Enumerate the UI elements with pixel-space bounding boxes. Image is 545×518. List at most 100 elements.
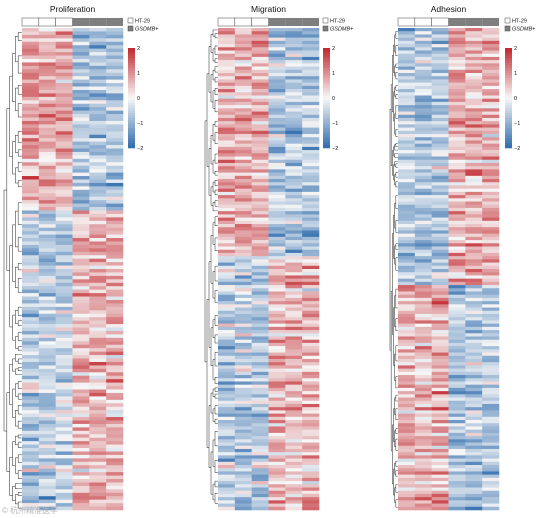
heatmap-cell	[465, 146, 483, 151]
colorbar-tick-label: 1	[332, 71, 335, 77]
heatmap-cell	[251, 240, 269, 244]
heatmap-cell	[465, 384, 483, 389]
heatmap-cell	[38, 368, 56, 373]
heatmap-cell	[55, 423, 73, 428]
heatmap-cell	[431, 134, 449, 138]
heatmap-cell	[302, 265, 320, 270]
heatmap-cell	[55, 375, 73, 380]
heatmap-cell	[55, 296, 73, 301]
heatmap-cell	[251, 150, 269, 154]
heatmap-cell	[285, 426, 303, 430]
heatmap-cell	[234, 339, 252, 344]
heatmap-cell	[448, 371, 466, 376]
heatmap-cell	[285, 342, 303, 347]
heatmap-cell	[268, 179, 286, 183]
heatmap-cell	[465, 381, 483, 385]
heatmap-cell	[431, 50, 449, 54]
heatmap-cell	[431, 416, 449, 421]
heatmap-cell	[55, 468, 73, 473]
heatmap-cell	[285, 246, 303, 251]
heatmap-cell	[448, 304, 466, 308]
heatmap-cell	[89, 269, 107, 273]
heatmap-cell	[268, 169, 286, 173]
heatmap-cell	[482, 506, 500, 511]
heatmap-cell	[482, 394, 500, 398]
heatmap-cell	[465, 262, 483, 267]
heatmap-cell	[268, 230, 286, 234]
heatmap-cell	[431, 281, 449, 286]
heatmap-cell	[234, 240, 252, 244]
heatmap-cell	[414, 262, 432, 267]
heatmap-cell	[268, 497, 286, 501]
heatmap-cell	[22, 417, 40, 421]
heatmap-cell	[268, 420, 286, 424]
colorbar: 210−1−2	[128, 46, 143, 152]
heatmap-cell	[22, 348, 40, 352]
heatmap-cell	[22, 365, 40, 370]
heatmap-cell	[482, 240, 500, 244]
heatmap-cell	[398, 474, 416, 479]
colorbar-step	[128, 83, 135, 86]
heatmap-cell	[72, 238, 90, 242]
heatmap-cell	[234, 426, 252, 430]
heatmap-cell	[22, 341, 40, 346]
heatmap-cell	[55, 341, 73, 346]
heatmap-cell	[251, 60, 269, 64]
group-bar-cell	[251, 17, 269, 27]
heatmap-cell	[414, 484, 432, 488]
colorbar-step	[128, 80, 135, 84]
heatmap-cell	[285, 236, 303, 241]
heatmap-cell	[285, 191, 303, 196]
heatmap-cell	[38, 158, 56, 163]
heatmap-cell	[398, 169, 416, 173]
heatmap-cell	[234, 362, 252, 366]
heatmap-cell	[448, 362, 466, 366]
heatmap-cell	[72, 179, 90, 184]
heatmap-cell	[398, 217, 416, 222]
heatmap-cell	[72, 269, 90, 273]
heatmap-cell	[38, 234, 56, 239]
heatmap-cell	[251, 275, 269, 279]
heatmap-cell	[89, 193, 107, 197]
heatmap-cell	[55, 213, 73, 218]
heatmap-cell	[482, 490, 500, 495]
heatmap-cell	[302, 82, 320, 87]
heatmap-cell	[482, 172, 500, 177]
heatmap-cell	[251, 195, 269, 199]
heatmap-cell	[72, 151, 90, 156]
heatmap-cell	[431, 34, 449, 38]
heatmap-cell	[302, 150, 320, 154]
colorbar-step	[323, 140, 330, 144]
heatmap-cell	[234, 333, 252, 337]
heatmap-cell	[251, 493, 269, 498]
heatmap-cell	[268, 108, 286, 112]
heatmap-cell	[431, 307, 449, 312]
heatmap-cell	[89, 275, 107, 280]
legend-label: GSDMB+	[330, 27, 354, 33]
heatmap-cell	[285, 452, 303, 456]
heatmap-cell	[218, 89, 236, 93]
heatmap-cell	[448, 365, 466, 369]
heatmap-cell	[251, 387, 269, 392]
heatmap-cell	[218, 349, 236, 353]
colorbar-step	[505, 128, 512, 131]
heatmap-cell	[398, 259, 416, 263]
heatmap-cell	[398, 134, 416, 138]
heatmap-cell	[268, 333, 286, 337]
heatmap-cell	[302, 130, 320, 135]
heatmap-cell	[285, 92, 303, 96]
heatmap-cell	[431, 336, 449, 340]
heatmap-cell	[285, 146, 303, 151]
heatmap-cell	[302, 269, 320, 273]
heatmap-cell	[234, 227, 252, 231]
heatmap-cell	[22, 306, 40, 311]
heatmap-cell	[89, 255, 107, 259]
heatmap-cell	[38, 482, 56, 487]
heatmap-cell	[465, 352, 483, 357]
heatmap-cell	[89, 386, 107, 390]
heatmap-cell	[55, 406, 73, 411]
heatmap-cell	[431, 150, 449, 154]
heatmap-cell	[482, 108, 500, 112]
heatmap-cell	[268, 465, 286, 469]
heatmap-cell	[448, 445, 466, 450]
